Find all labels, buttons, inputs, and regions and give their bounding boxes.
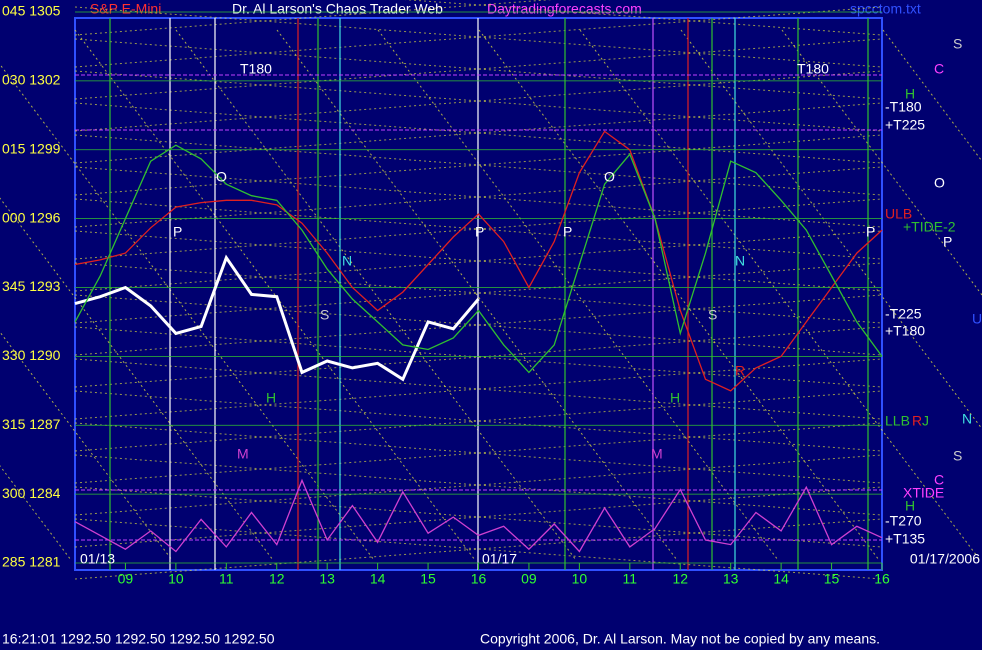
x-tick-label: 16: [874, 571, 890, 587]
diagonal: [680, 29, 982, 430]
x-tick-label: 16: [471, 571, 487, 587]
date-label: 01/13: [80, 551, 115, 567]
series-line: [74, 130, 883, 392]
status: 16:21:01 1292.50 1292.50 1292.50 1292.50: [2, 631, 275, 647]
diagonal: [276, 29, 678, 561]
y-tick-label: 345 1293: [2, 278, 61, 294]
series-line: [74, 254, 480, 382]
annotation: O: [934, 175, 945, 191]
annotation: LLB: [885, 413, 910, 429]
diagonal: [74, 29, 476, 561]
series-line: [74, 478, 883, 553]
annotation: R: [735, 363, 745, 379]
annotation: -T270: [885, 513, 922, 529]
annotation: T180: [797, 61, 829, 77]
annotation: S: [320, 307, 329, 323]
annotation: T180: [240, 61, 272, 77]
x-tick-label: 11: [219, 571, 234, 587]
x-tick-label: 15: [420, 571, 436, 587]
y-tick-label: 315 1287: [2, 416, 61, 432]
x-tick-label: 11: [623, 571, 638, 587]
series-line: [74, 144, 883, 374]
file-name: spcctom.txt: [850, 1, 921, 17]
date-label: 01/17: [482, 551, 517, 567]
annotation: +TIDE-2: [903, 219, 956, 235]
diagonal: [781, 29, 982, 296]
chart-title: Dr. Al Larson's Chaos Trader Web: [232, 1, 443, 17]
site: Daytradingforecasts.com: [487, 1, 642, 17]
annotation: C: [934, 61, 944, 77]
annotation: P: [866, 224, 875, 240]
annotation: M: [237, 446, 249, 462]
x-tick-label: 12: [269, 571, 285, 587]
annotation: +T135: [885, 531, 925, 547]
x-tick-label: 12: [672, 571, 688, 587]
annotation: H: [266, 390, 276, 406]
annotation: P: [475, 224, 484, 240]
diagonal: [579, 29, 981, 561]
annotation: J: [922, 413, 929, 429]
x-tick-label: 10: [168, 571, 184, 587]
annotation: N: [735, 253, 745, 269]
annotation: ULB: [885, 206, 912, 222]
symbol: S&P E-Mini: [90, 1, 161, 17]
annotation: +T225: [885, 117, 925, 133]
diagonal: [0, 63, 375, 561]
diagonal: [175, 29, 577, 561]
x-tick-label: 09: [521, 571, 537, 587]
annotation: N: [342, 253, 352, 269]
x-tick-label: 13: [723, 571, 739, 587]
y-tick-label: 285 1281: [2, 554, 61, 570]
x-tick-label: 14: [370, 571, 386, 587]
annotation: M: [651, 446, 663, 462]
annotation: O: [604, 169, 615, 185]
annotation: S: [708, 307, 717, 323]
annotation: P: [563, 224, 572, 240]
annotation: XTIDE: [903, 485, 944, 501]
annotation: +T180: [885, 323, 925, 339]
diagonal: [377, 29, 779, 561]
annotation: U: [972, 311, 982, 327]
annotation: H: [905, 86, 915, 102]
annotation: O: [216, 169, 227, 185]
annotation: S: [953, 448, 962, 464]
date-label: 01/17/2006: [910, 551, 980, 567]
annotation: -T225: [885, 306, 922, 322]
annotation: H: [670, 390, 680, 406]
copyright: Copyright 2006, Dr. Al Larson. May not b…: [480, 631, 880, 647]
diagonal: [478, 29, 880, 561]
annotation: R: [912, 413, 922, 429]
x-tick-label: 13: [319, 571, 335, 587]
annotation: H: [905, 498, 915, 514]
x-tick-label: 10: [572, 571, 588, 587]
y-tick-label: 045 1305: [2, 3, 61, 19]
y-tick-label: 000 1296: [2, 209, 61, 225]
annotation: P: [943, 234, 952, 250]
x-tick-label: 14: [773, 571, 789, 587]
y-tick-label: 300 1284: [2, 485, 61, 501]
x-tick-label: 09: [118, 571, 134, 587]
y-tick-label: 030 1302: [2, 72, 61, 88]
x-tick-label: 15: [824, 571, 840, 587]
annotation: C: [934, 472, 944, 488]
annotation: S: [953, 36, 962, 52]
diagonal: [882, 29, 982, 163]
annotation: -T180: [885, 99, 922, 115]
y-tick-label: 015 1299: [2, 140, 61, 156]
annotation: P: [173, 224, 182, 240]
annotation: N: [962, 411, 972, 427]
y-tick-label: 330 1290: [2, 347, 61, 363]
